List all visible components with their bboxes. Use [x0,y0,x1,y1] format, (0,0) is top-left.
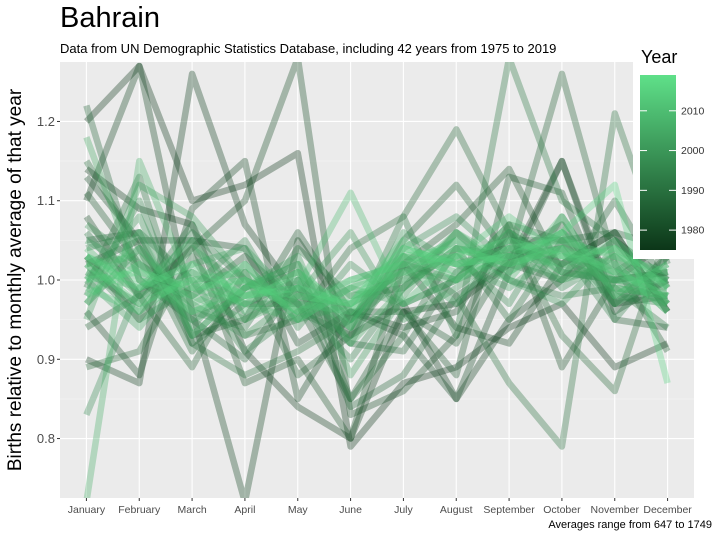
series-line-1992 [84,229,670,331]
series-line-1995 [83,197,669,339]
series-line-2005 [85,221,670,323]
series-line-1986 [85,229,669,355]
x-tick-label: December [643,504,692,516]
series-line-1990 [83,110,671,450]
series-layer [83,62,671,498]
series-line-1979 [83,157,671,403]
chart-caption: Averages range from 647 to 1749 [548,519,712,531]
chart-subtitle: Data from UN Demographic Statistics Data… [60,41,557,56]
series-line-2006 [83,157,669,498]
x-tick-label: November [591,504,640,516]
series-line-1998 [84,221,669,339]
y-tick-label: 1.2 [37,114,55,129]
x-tick-label: January [68,504,106,516]
series-line-1999 [83,213,670,331]
series-line-1984 [83,190,670,403]
series-line-1991 [83,62,671,339]
x-tick-label: September [483,504,535,516]
legend-tick-label: 2000 [681,145,705,157]
axis-layer: 0.8 0.9 1.0 1.1 1.2 January February March April… [37,114,692,516]
series-line-1976 [84,157,669,442]
x-tick-label: July [394,504,413,516]
series-line-1994 [84,229,671,363]
legend-colorbar: 1980 1990 2000 2010 [640,75,705,250]
series-line-2016 [84,181,671,384]
series-line-1988 [85,126,671,395]
legend-gradient-bar [640,75,676,250]
series-line-1983 [85,173,669,379]
series-line-1985 [84,70,671,379]
legend-tick-label: 1990 [681,185,705,197]
series-line-1996 [84,229,670,331]
series-line-1993 [85,221,669,355]
series-line-1982 [83,165,670,442]
legend-title: Year [641,47,678,67]
x-tick-label: August [440,504,473,516]
y-tick-label: 0.8 [37,431,55,446]
series-line-2007 [84,229,669,315]
grid-layer [60,62,694,498]
y-tick-label: 0.9 [37,352,55,367]
x-tick-label: May [288,504,309,516]
x-tick-label: February [118,504,161,516]
series-line-2009 [85,189,670,315]
series-line-2008 [83,229,670,339]
series-line-2001 [83,181,670,321]
series-line-2010 [84,245,670,315]
chart-title: Bahrain [60,2,160,34]
series-line-1981 [83,62,669,419]
y-tick-label: 1.1 [37,193,55,208]
series-line-2002 [84,229,670,331]
y-tick-label: 1.0 [37,273,55,288]
x-tick-label: October [543,504,581,516]
legend-tick-label: 2010 [681,105,705,117]
legend-tick-label: 1980 [681,225,705,237]
series-line-1989 [83,159,669,403]
series-line-2011 [85,229,668,323]
series-line-2012 [85,213,670,323]
series-line-2015 [85,237,670,315]
x-tick-label: March [177,504,206,516]
series-line-1980 [83,157,670,403]
series-line-2000 [84,229,669,379]
series-line-1987 [83,104,671,411]
series-line-2004 [83,136,670,347]
series-line-1978 [83,62,671,498]
series-line-1997 [83,213,670,417]
series-line-1977 [85,70,670,403]
legend: Year 1980 1990 2000 2010 [633,44,720,259]
series-line-1975 [84,62,669,450]
x-tick-label: June [339,504,362,516]
series-line-2013 [84,237,669,315]
series-line-2014 [84,245,669,315]
series-line-2003 [84,237,669,331]
x-tick-label: April [234,504,255,516]
